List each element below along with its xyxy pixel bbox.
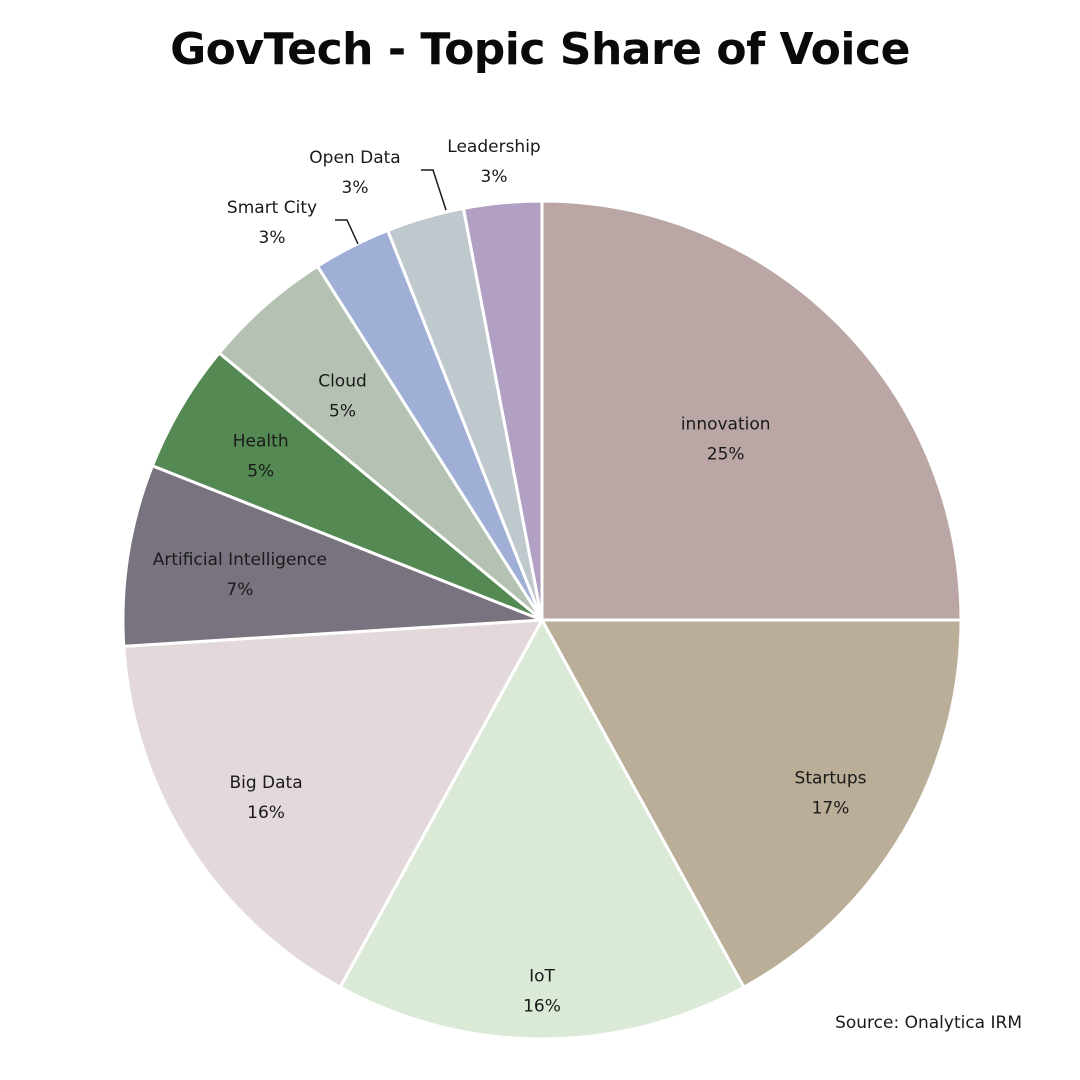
slice-label-smart-city: Smart City: [227, 198, 317, 218]
pie-slice-iot: [338, 618, 746, 1041]
slice-percent-artificial-intelligence: 7%: [226, 580, 253, 600]
leader-line-smart-city: [335, 219, 359, 245]
pie-slice-leadership: [461, 199, 544, 622]
slice-percent-health: 5%: [247, 462, 274, 482]
slice-label-startups: Startups: [795, 769, 867, 789]
slice-percent-big-data: 16%: [247, 803, 285, 823]
slice-percent-iot: 16%: [523, 997, 561, 1017]
chart-title: GovTech - Topic Share of Voice: [170, 24, 910, 75]
slice-label-health: Health: [233, 432, 289, 452]
pie-slice-artificial-intelligence: [121, 464, 544, 648]
slice-percent-startups: 17%: [812, 799, 850, 819]
slice-percent-leadership: 3%: [481, 167, 508, 187]
slice-label-innovation: innovation: [681, 414, 771, 434]
pie-slice-startups: [540, 618, 963, 989]
pie-slice-big-data: [122, 618, 544, 989]
slice-label-artificial-intelligence: Artificial Intelligence: [153, 550, 327, 570]
slice-percent-smart-city: 3%: [259, 228, 286, 248]
slice-label-leadership: Leadership: [447, 137, 540, 157]
slice-label-big-data: Big Data: [229, 773, 302, 793]
slice-label-cloud: Cloud: [318, 372, 367, 392]
source-note: Source: Onalytica IRM: [835, 1013, 1022, 1033]
slice-label-iot: IoT: [529, 967, 555, 987]
pie-slice-innovation: [540, 199, 963, 622]
slice-label-open-data: Open Data: [309, 148, 400, 168]
slice-percent-innovation: 25%: [707, 444, 745, 464]
leader-line-open-data: [421, 169, 447, 211]
slice-percent-open-data: 3%: [342, 178, 369, 198]
slice-percent-cloud: 5%: [329, 402, 356, 422]
